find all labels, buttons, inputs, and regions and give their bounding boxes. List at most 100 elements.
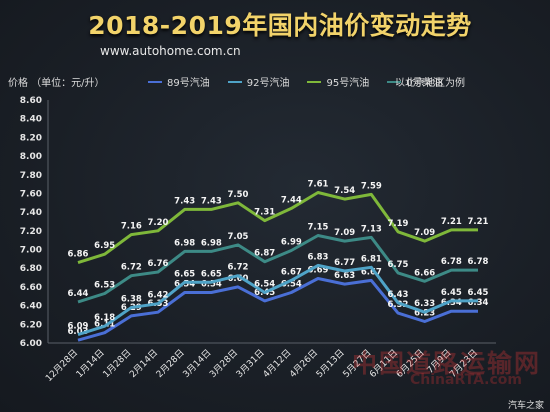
x-tick-label: 1月28日 (101, 347, 134, 380)
data-label: 6.45 (468, 288, 489, 298)
data-label: 7.19 (388, 219, 409, 229)
data-label: 7.05 (228, 232, 249, 242)
series-line-2 (77, 191, 478, 265)
data-label: 6.75 (388, 260, 409, 270)
data-label: 7.50 (228, 190, 249, 200)
data-label: 6.42 (148, 291, 169, 301)
data-label: 7.21 (441, 217, 462, 227)
data-label: 6.99 (281, 237, 302, 247)
x-tick-label: 3月28日 (207, 347, 240, 380)
y-tick-label: 7.00 (20, 246, 42, 256)
y-tick-label: 6.40 (20, 302, 42, 312)
data-label: 6.43 (388, 290, 409, 300)
data-label: 6.72 (121, 263, 142, 273)
data-label: 6.60 (228, 274, 249, 284)
legend-item-89: 89号汽油 (148, 74, 210, 89)
data-label: 7.31 (254, 208, 275, 218)
data-label: 6.32 (388, 300, 409, 310)
data-label: 6.65 (174, 269, 195, 279)
y-tick-label: 6.80 (20, 264, 42, 274)
data-label: 7.15 (308, 223, 329, 233)
data-label: 7.16 (121, 222, 142, 232)
x-tick-label: 2月28日 (154, 347, 187, 380)
data-label: 7.61 (308, 180, 329, 190)
data-label: 6.72 (228, 263, 249, 273)
data-label: 6.63 (334, 271, 355, 281)
data-label: 6.18 (94, 313, 115, 323)
data-label: 7.09 (334, 228, 355, 238)
data-label: 6.83 (308, 252, 329, 262)
chart-title: 2018-2019年国内油价变动走势 (88, 11, 472, 40)
data-label: 6.33 (414, 299, 435, 309)
data-label: 7.59 (361, 181, 382, 191)
data-label: 6.78 (441, 257, 462, 267)
legend-swatch-89 (148, 80, 162, 83)
x-tick-label: 3月14日 (181, 347, 214, 380)
data-label: 6.81 (361, 254, 382, 264)
y-tick-label: 8.40 (20, 115, 42, 125)
legend-item-92: 92号汽油 (227, 74, 290, 89)
corner-credit: 汽车之家 (508, 401, 545, 411)
data-label: 7.21 (468, 217, 489, 227)
region-note: 以北京地区为例 (395, 78, 465, 89)
data-label: 6.67 (361, 267, 382, 277)
x-tick-label: 1月14日 (74, 347, 107, 380)
x-tick-label: 4月26日 (287, 347, 320, 380)
data-label: 6.54 (174, 280, 195, 290)
y-tick-label: 7.60 (20, 189, 42, 199)
x-tick-label: 4月12日 (261, 347, 294, 380)
x-tick-label: 3月31日 (234, 347, 267, 380)
data-label: 6.34 (468, 298, 489, 308)
data-label: 7.09 (414, 228, 435, 238)
legend-item-95: 95号汽油 (307, 74, 369, 89)
data-label: 6.34 (441, 298, 462, 308)
data-label: 6.38 (121, 294, 142, 304)
site-url: www.autohome.com.cn (100, 44, 241, 58)
y-tick-label: 6.00 (20, 339, 42, 349)
data-label: 6.69 (308, 266, 329, 276)
data-label: 6.67 (281, 267, 302, 277)
series-line-3 (77, 234, 478, 304)
data-label: 6.76 (148, 259, 169, 269)
data-label: 6.45 (441, 288, 462, 298)
data-label: 7.20 (148, 218, 169, 228)
series-line-0 (77, 277, 478, 342)
data-label: 7.54 (334, 186, 355, 196)
legend-label-92: 92号汽油 (246, 78, 290, 89)
data-label: 6.09 (68, 322, 89, 332)
data-label: 6.98 (201, 238, 222, 248)
y-tick-label: 7.80 (20, 171, 42, 181)
data-label: 6.66 (414, 268, 435, 278)
data-label: 6.86 (68, 250, 89, 260)
data-label: 7.13 (361, 224, 382, 234)
y-tick-label: 7.20 (20, 227, 42, 237)
y-tick-label: 8.00 (20, 152, 42, 162)
data-label: 6.87 (254, 249, 275, 259)
data-label: 7.43 (201, 196, 222, 206)
legend-item-diesel: 0号柴油 (387, 74, 443, 89)
data-label: 6.54 (281, 280, 302, 290)
watermark-subtext: ChinaRTA.com (410, 372, 522, 388)
watermark-text: 中国道路运输网 (352, 349, 542, 378)
y-tick-label: 8.20 (20, 133, 42, 143)
legend-label-89: 89号汽油 (167, 78, 210, 89)
data-label: 6.54 (201, 280, 222, 290)
data-label: 7.44 (281, 195, 302, 205)
y-tick-label: 6.20 (20, 320, 42, 330)
series-line-1 (77, 263, 478, 337)
data-label: 6.53 (94, 280, 115, 290)
data-label: 6.03 (68, 327, 89, 337)
legend-swatch-92 (227, 80, 242, 83)
data-label: 6.95 (94, 241, 115, 251)
y-axis-unit-label: 价格 （单位：元/升） (8, 78, 105, 89)
x-tick-label: 2月14日 (127, 347, 160, 380)
data-label: 6.44 (68, 289, 89, 299)
legend: 89号汽油 92号汽油 95号汽油 0号柴油 (148, 74, 443, 89)
x-tick-label: 12月28日 (43, 347, 80, 384)
legend-swatch-95 (307, 80, 322, 83)
data-label: 6.54 (254, 280, 275, 290)
data-label: 6.77 (334, 258, 355, 268)
legend-swatch-diesel (387, 80, 402, 83)
x-tick-label: 5月13日 (314, 347, 347, 380)
